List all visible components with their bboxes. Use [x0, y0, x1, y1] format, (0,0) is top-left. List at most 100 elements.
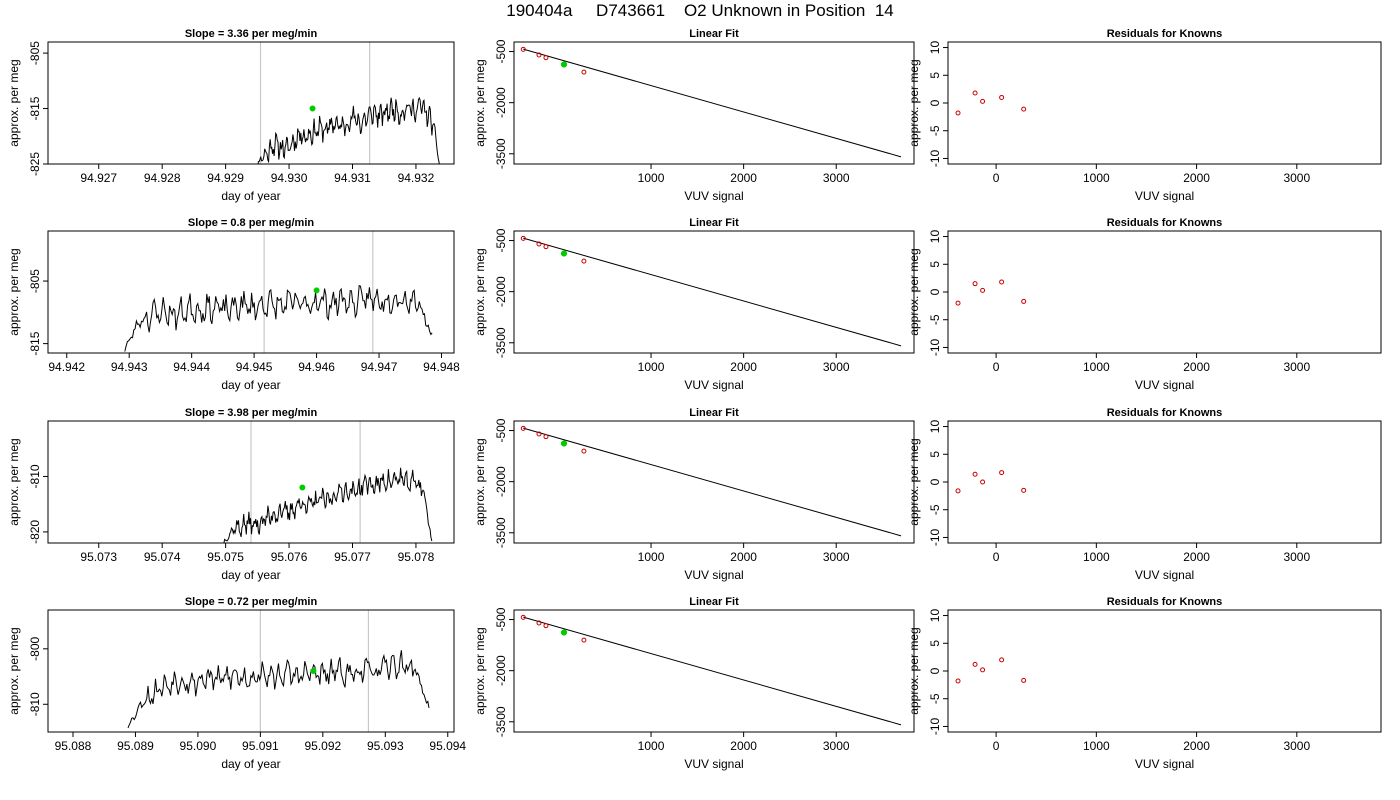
- plot-area: [520, 235, 902, 347]
- plot-frame: [947, 609, 1382, 733]
- x-axis-label: VUV signal: [1135, 378, 1194, 392]
- x-tick-label: 95.078: [398, 550, 435, 564]
- time-series-panel-4: Slope = 0.72 per meg/min day of year appro…: [7, 596, 466, 771]
- known-point: [536, 431, 542, 437]
- known-point: [536, 620, 542, 626]
- y-tick-label: -3500: [494, 706, 508, 737]
- time-series-panel-2: Slope = 0.8 per meg/min day of year approx…: [7, 217, 460, 392]
- x-axis-label: VUV signal: [1135, 757, 1194, 771]
- unknown-point: [560, 629, 568, 636]
- x-tick-label: 2000: [730, 550, 757, 564]
- unknown-point: [560, 61, 568, 68]
- x-tick-label: 3000: [823, 171, 850, 185]
- page-title: 190404a D743661 O2 Unknown in Position 1…: [506, 1, 894, 20]
- plot-frame: [47, 609, 455, 733]
- time-series-panel-3: Slope = 3.98 per meg/min day of year appro…: [7, 407, 455, 582]
- y-tick-label: 10: [928, 41, 942, 55]
- y-tick-label: 0: [928, 288, 942, 295]
- x-tick-label: 94.948: [423, 360, 460, 374]
- y-axis-label: approx. per meg: [7, 438, 21, 525]
- residuals-panel-3: Residuals for Knowns VUV signal approx. pe…: [907, 407, 1382, 582]
- x-tick-label: 95.093: [367, 739, 404, 753]
- y-tick-label: -805: [28, 269, 42, 293]
- panel-title: Slope = 0.72 per meg/min: [185, 596, 318, 608]
- panel-title: Linear Fit: [689, 28, 739, 40]
- y-tick-label: -10: [928, 717, 942, 735]
- x-tick-label: 94.932: [398, 171, 435, 185]
- x-axis-label: VUV signal: [684, 189, 743, 203]
- y-tick-label: -825: [28, 152, 42, 176]
- y-tick-label: 5: [928, 640, 942, 647]
- x-tick-label: 94.928: [144, 171, 181, 185]
- x-tick-label: 94.931: [334, 171, 371, 185]
- linear-fit-panel-3: Linear Fit VUV signal approx. per meg 1000 2…: [473, 407, 915, 582]
- x-tick-label: 2000: [1183, 739, 1210, 753]
- x-tick-label: 3000: [823, 739, 850, 753]
- known-point: [536, 52, 542, 58]
- panel-title: Slope = 0.8 per meg/min: [188, 217, 315, 229]
- y-tick-label: -5: [928, 125, 942, 136]
- known-point: [520, 235, 526, 241]
- y-tick-label: -2000: [494, 276, 508, 307]
- fit-line: [523, 427, 902, 537]
- residual-point: [1021, 106, 1027, 112]
- panel-title: Slope = 3.98 per meg/min: [185, 407, 318, 419]
- x-tick-label: 1000: [638, 360, 665, 374]
- known-point: [543, 244, 549, 250]
- current-point: [310, 668, 317, 674]
- y-axis-label: approx. per meg: [473, 438, 487, 525]
- plot-frame: [947, 41, 1382, 165]
- x-tick-label: 0: [993, 171, 1000, 185]
- plot-frame: [947, 230, 1382, 354]
- linear-fit-panel-1: Linear Fit VUV signal approx. per meg 1000 2…: [473, 28, 915, 203]
- y-tick-label: 10: [928, 420, 942, 434]
- y-tick-label: -800: [28, 636, 42, 660]
- y-axis-label: approx. per meg: [7, 59, 21, 146]
- x-tick-label: 95.074: [144, 550, 181, 564]
- known-point: [543, 623, 549, 629]
- fit-line: [523, 48, 902, 158]
- time-series-line: [257, 96, 440, 164]
- residual-point: [980, 667, 986, 673]
- y-axis-label: approx. per meg: [907, 248, 921, 335]
- y-tick-label: -815: [28, 96, 42, 120]
- y-tick-label: -500: [494, 228, 508, 252]
- y-tick-label: 0: [928, 99, 942, 106]
- y-axis-label: approx. per meg: [7, 248, 21, 335]
- y-tick-label: -10: [928, 338, 942, 356]
- plot-area: [124, 231, 433, 353]
- x-tick-label: 95.073: [80, 550, 117, 564]
- plot-area: [223, 421, 433, 543]
- x-tick-label: 3000: [1283, 550, 1310, 564]
- x-tick-label: 2000: [1183, 360, 1210, 374]
- y-tick-label: 5: [928, 261, 942, 268]
- y-tick-label: -815: [28, 331, 42, 355]
- x-axis-label: day of year: [221, 189, 280, 203]
- x-tick-label: 3000: [1283, 360, 1310, 374]
- x-axis-label: day of year: [221, 757, 280, 771]
- x-tick-label: 3000: [823, 360, 850, 374]
- x-axis-label: VUV signal: [684, 378, 743, 392]
- y-tick-label: 5: [928, 451, 942, 458]
- y-tick-label: -5: [928, 314, 942, 325]
- x-tick-label: 95.091: [242, 739, 279, 753]
- x-tick-label: 94.930: [271, 171, 308, 185]
- y-tick-label: 10: [928, 230, 942, 244]
- x-axis-label: VUV signal: [684, 757, 743, 771]
- y-tick-label: -810: [28, 464, 42, 488]
- known-point: [581, 637, 587, 643]
- plot-frame: [513, 609, 915, 733]
- x-tick-label: 94.943: [111, 360, 148, 374]
- fit-line: [523, 237, 902, 347]
- unknown-point: [560, 250, 568, 257]
- current-point: [313, 287, 320, 294]
- x-tick-label: 2000: [730, 360, 757, 374]
- residual-point: [1021, 487, 1027, 493]
- x-tick-label: 1000: [1083, 171, 1110, 185]
- x-tick-label: 1000: [1083, 360, 1110, 374]
- x-tick-label: 1000: [638, 739, 665, 753]
- x-tick-label: 95.092: [304, 739, 341, 753]
- y-axis-label: approx. per meg: [907, 59, 921, 146]
- plot-area: [955, 279, 1027, 306]
